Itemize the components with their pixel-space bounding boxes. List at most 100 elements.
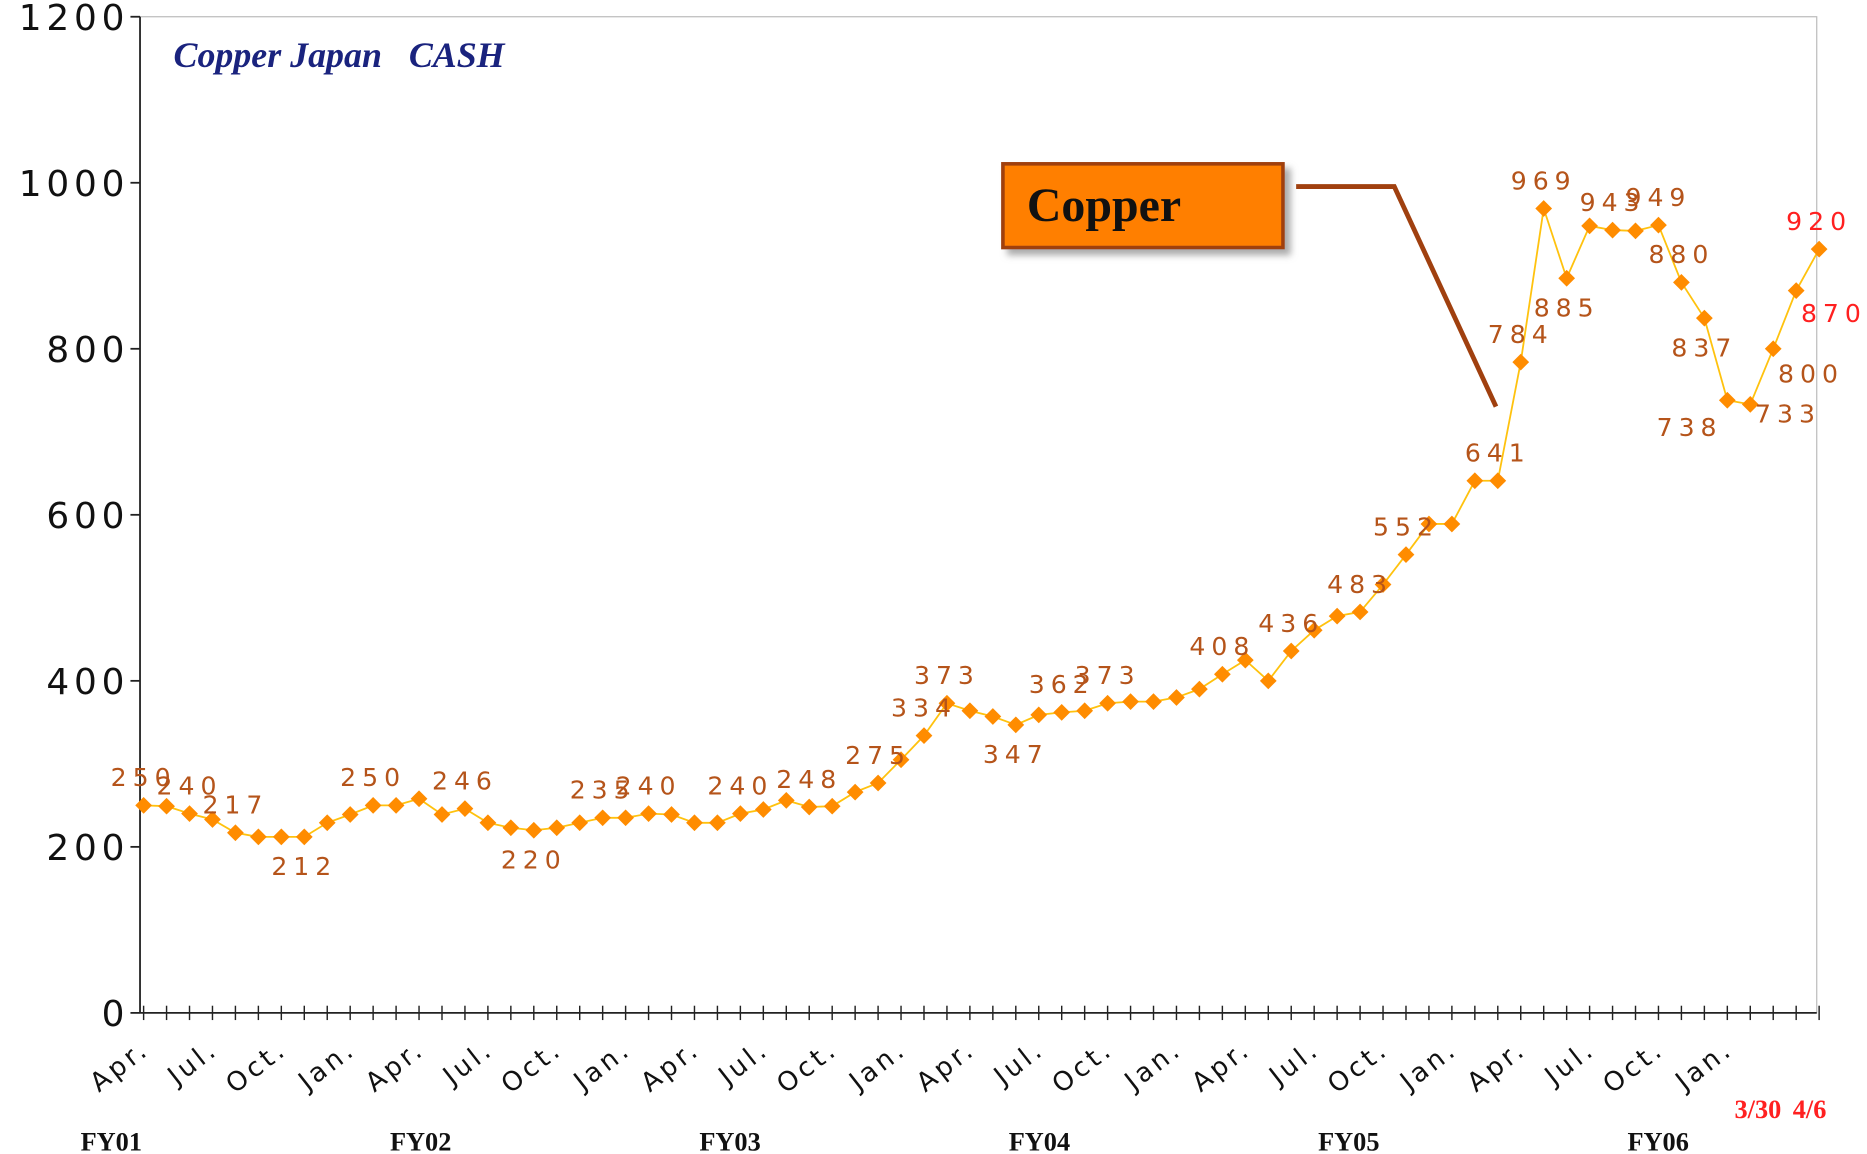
marker: [295, 828, 313, 846]
marker: [1512, 353, 1530, 371]
fiscal-year-label: FY05: [1318, 1127, 1379, 1154]
data-label: 949: [1626, 183, 1692, 212]
x-tick-label: Apr.: [85, 1034, 155, 1098]
marker: [1443, 515, 1461, 533]
marker: [227, 824, 244, 842]
data-label: 240: [157, 772, 223, 801]
marker: [1374, 576, 1392, 593]
marker: [961, 702, 979, 720]
x-tick-label: Jul.: [1538, 1034, 1601, 1092]
x-tick-label: Oct.: [221, 1034, 293, 1100]
marker: [1810, 240, 1828, 258]
data-label: 641: [1465, 439, 1531, 468]
marker: [823, 797, 841, 815]
marker: [938, 694, 956, 712]
data-label: 943: [1580, 188, 1646, 217]
data-label: 969: [1511, 166, 1577, 195]
x-tick-label: Oct.: [1598, 1034, 1670, 1100]
x-tick-label: Jan.: [1393, 1034, 1463, 1098]
marker: [617, 809, 634, 827]
x-tick-label: Oct.: [496, 1034, 568, 1100]
x-tick-label: Apr.: [1462, 1034, 1532, 1098]
marker: [410, 790, 428, 808]
data-label: 212: [271, 852, 337, 881]
marker: [800, 798, 818, 816]
data-label: 235: [570, 776, 636, 805]
marker: [135, 796, 152, 814]
data-label: 880: [1648, 240, 1714, 269]
marker: [1191, 680, 1208, 698]
data-label: 373: [1075, 661, 1141, 690]
callout-label: Copper: [1027, 179, 1181, 232]
x-tick-label: Jan.: [843, 1034, 913, 1098]
data-label: 250: [340, 763, 406, 792]
marker: [1535, 200, 1553, 217]
x-tick-label: Apr.: [911, 1034, 981, 1098]
marker: [892, 751, 910, 769]
marker: [364, 796, 382, 814]
x-tick-label: Jan.: [1118, 1034, 1188, 1098]
x-tick-label: Jul.: [712, 1034, 775, 1092]
chart-title: Copper Japan CASH: [174, 35, 506, 75]
marker: [869, 774, 887, 792]
marker: [1145, 693, 1162, 710]
data-label: 436: [1258, 609, 1324, 638]
marker: [1466, 472, 1484, 490]
marker: [1627, 222, 1644, 240]
x-tick-label: Jan.: [292, 1034, 362, 1098]
marker: [1053, 704, 1071, 721]
data-label: 362: [1029, 670, 1095, 699]
data-label: 552: [1373, 513, 1439, 542]
callout: Copper: [1001, 162, 1499, 408]
marker: [1099, 694, 1116, 712]
data-label: 240: [707, 772, 773, 801]
x-date-label: 4/6: [1793, 1095, 1827, 1124]
marker: [754, 801, 772, 818]
data-label: 738: [1657, 413, 1723, 442]
data-label: 334: [891, 694, 957, 723]
x-date-label: 3/30: [1734, 1095, 1781, 1124]
marker: [341, 806, 359, 823]
marker: [1168, 689, 1185, 706]
x-tick-label: Jul.: [987, 1034, 1050, 1092]
x-tick-label: Jan.: [567, 1034, 637, 1098]
marker: [318, 814, 336, 832]
marker: [479, 814, 497, 832]
marker: [1236, 651, 1254, 669]
marker: [1397, 546, 1415, 564]
data-label: 784: [1488, 320, 1554, 349]
fiscal-year-label: FY03: [699, 1127, 760, 1154]
fiscal-year-label: FY01: [81, 1127, 142, 1154]
fiscal-year-label: FY06: [1627, 1127, 1688, 1154]
marker: [1558, 269, 1576, 287]
marker: [158, 797, 175, 815]
marker: [640, 805, 657, 823]
x-tick-label: Apr.: [360, 1034, 430, 1098]
marker: [731, 805, 749, 823]
marker: [1581, 217, 1598, 235]
data-label: 248: [776, 765, 842, 794]
callout-line: [1296, 184, 1499, 408]
marker: [456, 800, 474, 818]
data-label: 373: [914, 661, 980, 690]
marker: [1695, 309, 1713, 327]
marker: [1030, 706, 1048, 724]
marker: [777, 792, 795, 809]
marker: [709, 814, 726, 832]
data-label: 483: [1327, 570, 1393, 599]
marker: [387, 796, 405, 814]
marker: [984, 708, 1002, 725]
x-tick-label: Jul.: [161, 1034, 224, 1092]
fiscal-year-label: FY02: [390, 1127, 451, 1154]
data-label: 885: [1534, 294, 1600, 323]
marker: [571, 814, 589, 832]
data-label: 347: [983, 740, 1049, 769]
marker: [1604, 221, 1621, 239]
data-label: 250: [111, 763, 177, 792]
x-tick-label: Oct.: [1322, 1034, 1394, 1100]
x-tick-label: Jul.: [1263, 1034, 1326, 1092]
data-label: 733: [1755, 399, 1821, 428]
y-tick-label: 800: [46, 330, 129, 371]
marker: [433, 806, 451, 823]
x-tick-label: Oct.: [771, 1034, 843, 1100]
